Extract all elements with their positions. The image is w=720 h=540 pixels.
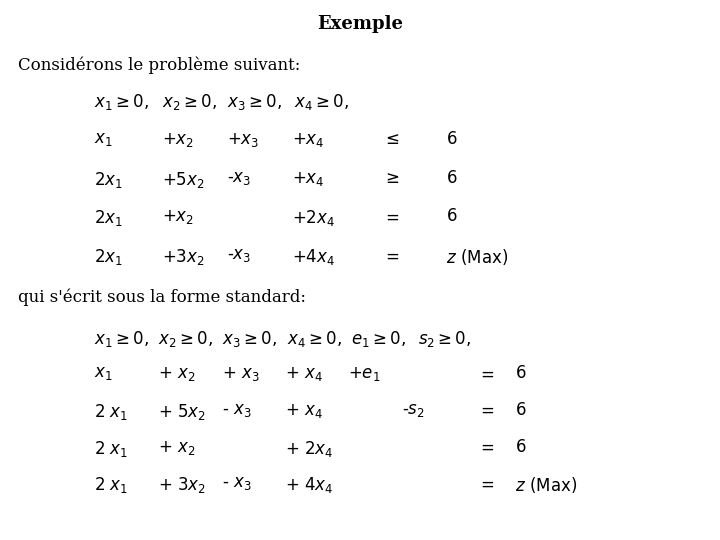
Text: $2x_1$: $2x_1$ xyxy=(94,247,122,267)
Text: $+3x_2$: $+3x_2$ xyxy=(162,247,204,267)
Text: $\geq$: $\geq$ xyxy=(382,170,399,186)
Text: $\text{-}s_2$: $\text{-}s_2$ xyxy=(402,402,425,419)
Text: $=$: $=$ xyxy=(477,475,494,492)
Text: $+x_3$: $+x_3$ xyxy=(227,131,259,149)
Text: $2x_1$: $2x_1$ xyxy=(94,170,122,190)
Text: $+x_2$: $+x_2$ xyxy=(162,208,194,226)
Text: $x_1 \geq 0,$: $x_1 \geq 0,$ xyxy=(94,92,148,112)
Text: Considérons le problème suivant:: Considérons le problème suivant: xyxy=(18,57,300,74)
Text: $s_2 \geq 0,$: $s_2 \geq 0,$ xyxy=(418,328,471,348)
Text: $=$: $=$ xyxy=(477,402,494,419)
Text: $=$: $=$ xyxy=(477,438,494,456)
Text: $x_3 \geq 0,$: $x_3 \geq 0,$ xyxy=(222,328,276,348)
Text: $+e_1$: $+e_1$ xyxy=(348,365,381,383)
Text: $6$: $6$ xyxy=(515,438,526,456)
Text: $+\ x_3$: $+\ x_3$ xyxy=(222,365,259,383)
Text: $\text{-}\ x_3$: $\text{-}\ x_3$ xyxy=(222,475,251,492)
Text: $\text{-}\ x_3$: $\text{-}\ x_3$ xyxy=(222,402,251,419)
Text: $=$: $=$ xyxy=(382,247,399,264)
Text: $x_1 \geq 0,$: $x_1 \geq 0,$ xyxy=(94,328,148,348)
Text: $+\ x_4$: $+\ x_4$ xyxy=(285,365,323,383)
Text: $z\ \mathrm{(Max)}$: $z\ \mathrm{(Max)}$ xyxy=(446,247,508,267)
Text: $6$: $6$ xyxy=(446,208,458,225)
Text: $+4x_4$: $+4x_4$ xyxy=(292,247,336,267)
Text: $2\ x_1$: $2\ x_1$ xyxy=(94,438,127,458)
Text: $+\ 4x_4$: $+\ 4x_4$ xyxy=(285,475,333,495)
Text: $+\ x_4$: $+\ x_4$ xyxy=(285,402,323,420)
Text: $6$: $6$ xyxy=(446,131,458,147)
Text: $2x_1$: $2x_1$ xyxy=(94,208,122,228)
Text: $+\ 2x_4$: $+\ 2x_4$ xyxy=(285,438,333,458)
Text: $+\ x_2$: $+\ x_2$ xyxy=(158,365,196,383)
Text: $+x_2$: $+x_2$ xyxy=(162,131,194,149)
Text: $+x_4$: $+x_4$ xyxy=(292,170,325,187)
Text: $6$: $6$ xyxy=(515,402,526,419)
Text: $+5x_2$: $+5x_2$ xyxy=(162,170,204,190)
Text: $x_4 \geq 0,$: $x_4 \geq 0,$ xyxy=(287,328,341,348)
Text: Exemple: Exemple xyxy=(317,15,403,33)
Text: $z\ \mathrm{(Max)}$: $z\ \mathrm{(Max)}$ xyxy=(515,475,577,495)
Text: $+\ x_2$: $+\ x_2$ xyxy=(158,438,196,457)
Text: $6$: $6$ xyxy=(446,170,458,186)
Text: $x_2 \geq 0,$: $x_2 \geq 0,$ xyxy=(162,92,217,112)
Text: $+\ 5x_2$: $+\ 5x_2$ xyxy=(158,402,207,422)
Text: $+2x_4$: $+2x_4$ xyxy=(292,208,336,228)
Text: $x_1$: $x_1$ xyxy=(94,131,112,147)
Text: qui s'écrit sous la forme standard:: qui s'écrit sous la forme standard: xyxy=(18,288,306,306)
Text: $=$: $=$ xyxy=(382,208,399,225)
Text: $+x_4$: $+x_4$ xyxy=(292,131,325,149)
Text: $+\ 3x_2$: $+\ 3x_2$ xyxy=(158,475,207,495)
Text: $x_3 \geq 0,$: $x_3 \geq 0,$ xyxy=(227,92,282,112)
Text: $2\ x_1$: $2\ x_1$ xyxy=(94,475,127,495)
Text: $\text{-}x_3$: $\text{-}x_3$ xyxy=(227,247,251,264)
Text: $x_4 \geq 0,$: $x_4 \geq 0,$ xyxy=(294,92,348,112)
Text: $e_1 \geq 0,$: $e_1 \geq 0,$ xyxy=(351,328,406,348)
Text: $\text{-}x_3$: $\text{-}x_3$ xyxy=(227,170,251,186)
Text: $6$: $6$ xyxy=(515,365,526,382)
Text: $=$: $=$ xyxy=(477,365,494,382)
Text: $x_1$: $x_1$ xyxy=(94,365,112,382)
Text: $\leq$: $\leq$ xyxy=(382,131,399,147)
Text: $2\ x_1$: $2\ x_1$ xyxy=(94,402,127,422)
Text: $x_2 \geq 0,$: $x_2 \geq 0,$ xyxy=(158,328,213,348)
